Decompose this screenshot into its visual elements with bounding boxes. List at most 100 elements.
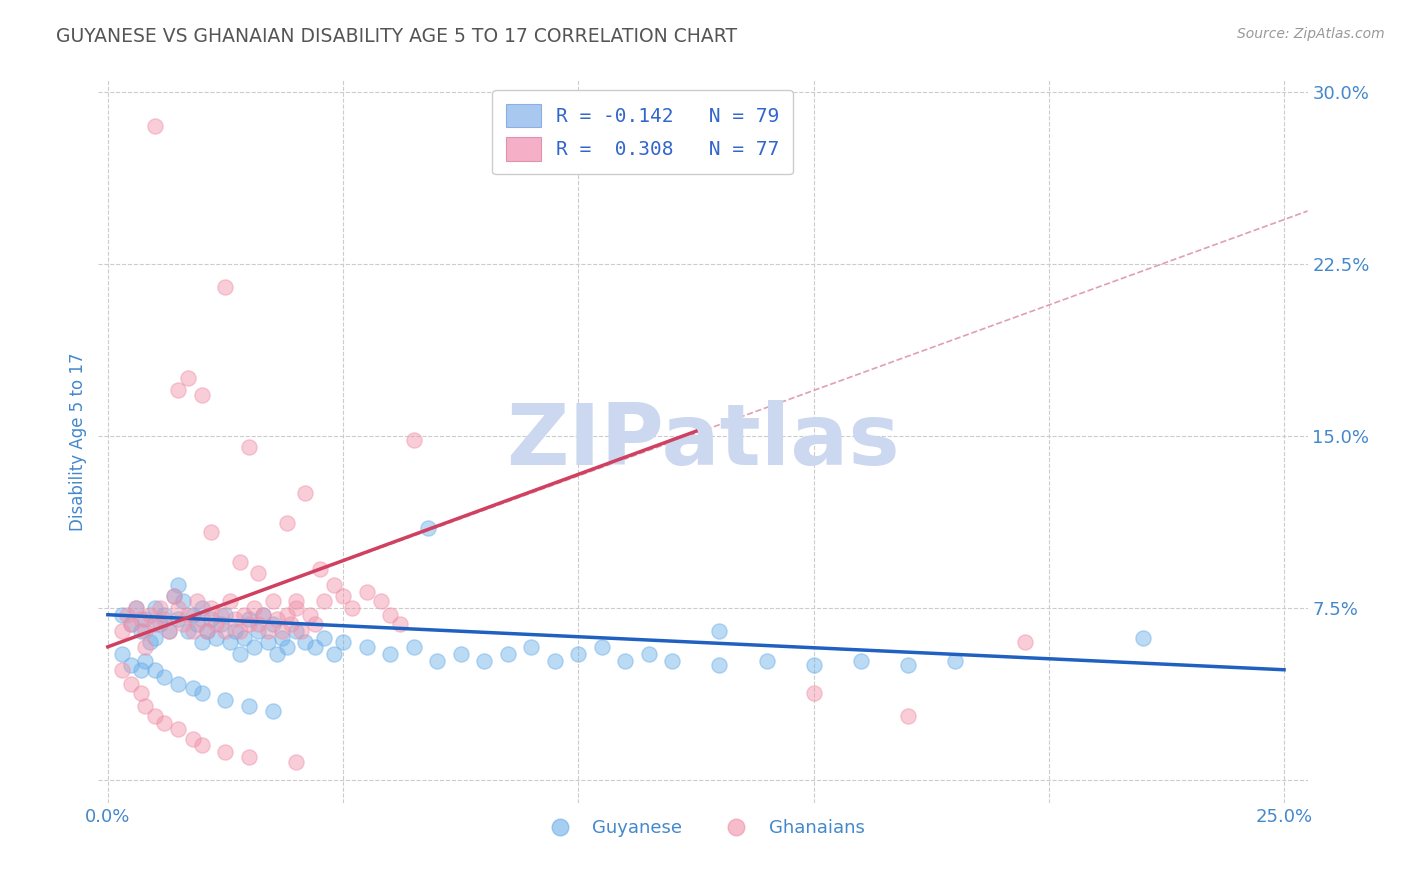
Point [167, 723, 190, 737]
Point [280, 616, 302, 631]
Point [228, 624, 250, 638]
Point [252, 607, 274, 622]
Point [224, 624, 246, 638]
Point [214, 279, 236, 293]
Point [472, 654, 495, 668]
Point [181, 607, 204, 622]
Point [120, 658, 142, 673]
Point [167, 383, 190, 397]
Point [370, 594, 392, 608]
Point [172, 616, 194, 631]
Point [299, 607, 322, 622]
Point [285, 594, 308, 608]
Point [276, 640, 298, 654]
Point [356, 584, 378, 599]
Point [120, 616, 142, 631]
Point [177, 607, 200, 622]
Point [120, 616, 142, 631]
Text: GUYANESE VS GHANAIAN DISABILITY AGE 5 TO 17 CORRELATION CHART: GUYANESE VS GHANAIAN DISABILITY AGE 5 TO… [56, 27, 737, 45]
Point [247, 616, 270, 631]
Point [247, 624, 270, 638]
Point [378, 647, 401, 661]
Point [314, 631, 336, 645]
Point [266, 612, 288, 626]
Point [416, 520, 439, 534]
Y-axis label: Disability Age 5 to 17: Disability Age 5 to 17 [69, 352, 87, 531]
Point [709, 624, 731, 638]
Point [256, 624, 278, 638]
Point [134, 624, 156, 638]
Point [803, 686, 825, 700]
Point [205, 631, 228, 645]
Point [167, 612, 190, 626]
Point [214, 692, 236, 706]
Point [181, 681, 204, 695]
Point [209, 607, 232, 622]
Point [134, 654, 156, 668]
Point [238, 440, 260, 454]
Point [186, 616, 208, 631]
Point [233, 607, 256, 622]
Point [214, 745, 236, 759]
Point [638, 647, 661, 661]
Point [266, 647, 288, 661]
Point [181, 624, 204, 638]
Point [402, 434, 425, 448]
Point [614, 654, 637, 668]
Point [242, 600, 264, 615]
Point [304, 640, 326, 654]
Point [661, 654, 683, 668]
Point [238, 616, 260, 631]
Point [209, 616, 232, 631]
Point [219, 594, 242, 608]
Point [139, 635, 162, 649]
Point [191, 686, 214, 700]
Point [755, 654, 778, 668]
Point [157, 624, 180, 638]
Point [125, 600, 148, 615]
Point [167, 600, 190, 615]
Point [134, 699, 156, 714]
Point [125, 600, 148, 615]
Point [191, 387, 214, 401]
Point [157, 624, 180, 638]
Point [242, 640, 264, 654]
Point [356, 640, 378, 654]
Point [163, 590, 186, 604]
Point [256, 635, 278, 649]
Point [134, 640, 156, 654]
Point [1014, 635, 1036, 649]
Point [308, 562, 330, 576]
Point [143, 616, 166, 631]
Point [111, 624, 134, 638]
Point [238, 699, 260, 714]
Point [271, 631, 294, 645]
Point [129, 624, 152, 638]
Point [111, 663, 134, 677]
Point [219, 635, 242, 649]
Point [143, 663, 166, 677]
Point [294, 486, 316, 500]
Point [143, 708, 166, 723]
Point [181, 731, 204, 746]
Point [224, 612, 246, 626]
Point [304, 616, 326, 631]
Point [167, 578, 190, 592]
Point [134, 612, 156, 626]
Point [1132, 631, 1154, 645]
Point [177, 371, 200, 385]
Point [567, 647, 589, 661]
Point [129, 663, 152, 677]
Point [205, 616, 228, 631]
Point [544, 654, 567, 668]
Point [943, 654, 966, 668]
Point [200, 600, 222, 615]
Point [143, 119, 166, 133]
Point [228, 555, 250, 569]
Point [149, 600, 172, 615]
Point [115, 607, 138, 622]
Point [252, 607, 274, 622]
Point [591, 640, 613, 654]
Point [191, 739, 214, 753]
Point [143, 631, 166, 645]
